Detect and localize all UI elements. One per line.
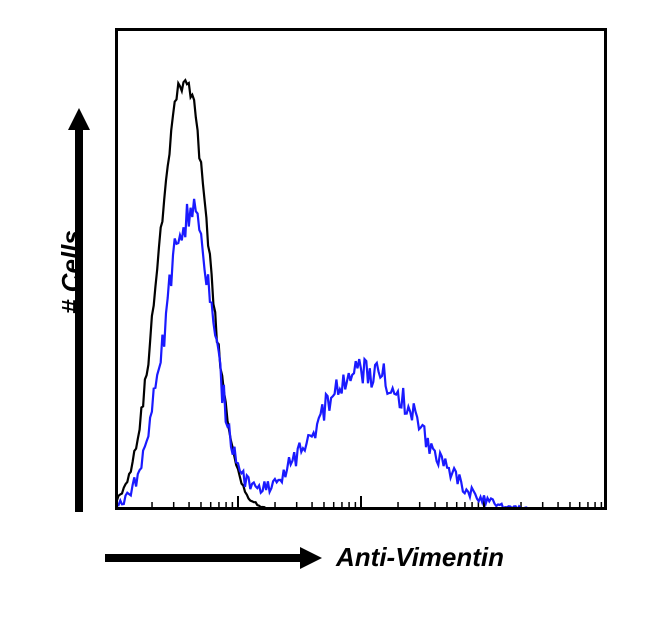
figure-canvas: # Cells Anti-Vimentin (0, 0, 650, 626)
x-axis-label: Anti-Vimentin (336, 542, 504, 573)
y-axis-label: # Cells (56, 230, 87, 314)
x-axis-arrow-icon (83, 536, 344, 580)
histogram-plot (115, 28, 607, 510)
